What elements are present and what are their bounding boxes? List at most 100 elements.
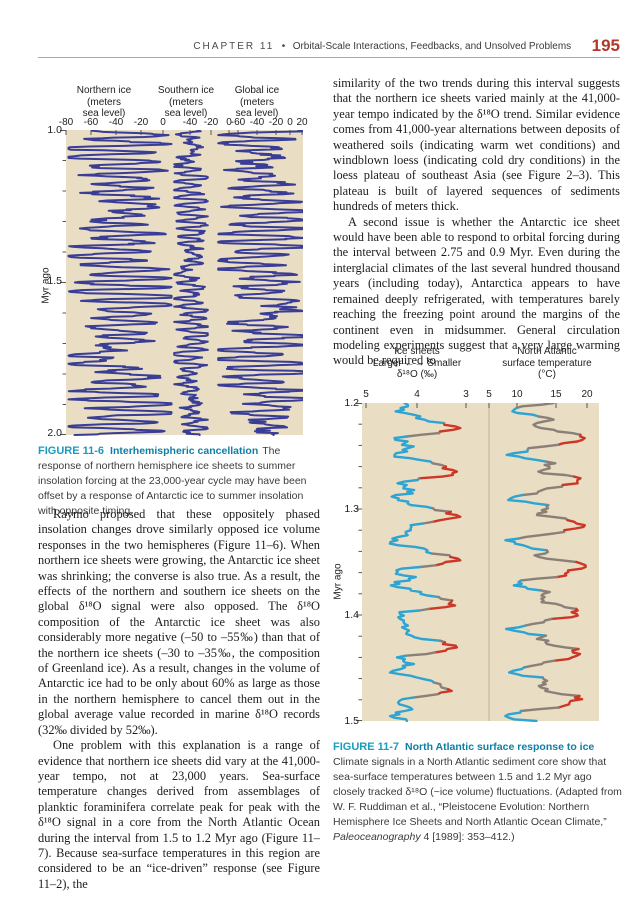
data-curve [388,654,436,684]
data-curve [537,676,581,698]
data-curve [556,433,586,446]
data-curve [504,624,548,637]
figure7-caption-text: Climate signals in a North Atlantic sedi… [333,756,622,828]
data-curve [550,607,580,621]
data-curve [540,589,578,611]
data-curve [521,485,564,497]
x-axis-tick-label: -60 [83,117,99,128]
data-curve [560,475,582,488]
figure6-plot [60,130,303,436]
data-curve [437,595,454,602]
y-axis-tick-label: 1.5 [47,275,62,287]
data-curve [505,448,548,463]
data-curve [553,647,582,662]
figure6-southern-ice-title: Southern ice (meters sea level) [157,85,215,119]
data-curve [562,518,586,534]
data-curve [431,510,462,524]
figure7-plot [356,403,599,722]
paragraph: Raymo proposed that these oppositely pha… [38,507,320,737]
data-curve [436,688,453,696]
data-curve [507,666,545,679]
data-curve [504,709,538,722]
figure7-caption-label: FIGURE 11-7 [333,741,400,753]
figure7-d18o-title: Ice sheets Larger ←→ Smaller δ¹⁸O (‰) [372,346,462,380]
data-curve [405,431,441,438]
data-curve [390,478,435,510]
x-axis-tick-label: 0 [226,117,232,128]
figure-11-7: Ice sheets Larger ←→ Smaller δ¹⁸O (‰) No… [332,346,620,727]
header-rule [38,57,620,58]
paragraph: A second issue is whether the Antarctic … [333,214,620,368]
data-curve [434,555,462,567]
data-curve [517,530,566,540]
figure-11-6: Northern ice (meters sea level) Southern… [38,85,320,439]
figure7-y-axis-label: Myr ago [332,563,344,600]
figure7-temperature-title: North Atlantic surface temperature (°C) [502,346,592,380]
x-axis-tick-label: 0 [160,117,166,128]
left-column-text: Raymo proposed that these oppositely pha… [38,507,320,892]
figure6-caption: FIGURE 11-6 Interhemispheric cancellation… [38,444,312,519]
y-axis-tick-label: 1.3 [344,503,359,515]
data-curve [556,694,584,709]
data-curve [388,522,434,555]
y-axis-tick-label: 1.0 [47,124,62,136]
x-axis-tick-label: -20 [268,117,284,128]
data-curve [427,599,457,611]
data-curve [512,579,543,592]
data-curve [419,564,437,569]
data-curve [524,617,553,627]
figure6-caption-title: Interhemispheric cancellation [110,445,259,457]
y-axis-tick-label: 1.5 [344,715,359,727]
data-curve [519,575,559,582]
x-axis-tick-label: 20 [581,389,593,400]
x-axis-tick-label: 0 [287,117,293,128]
data-curve [217,130,303,436]
paragraph: One problem with this explanation is a r… [38,738,320,891]
data-curve [433,641,459,654]
figure6-caption-text: The response of northern hemisphere ice … [38,445,307,517]
x-axis-tick-label: 5 [363,389,369,400]
figure6-northern-ice-title: Northern ice (meters sea level) [76,85,132,119]
data-curve [555,560,587,579]
x-axis-tick-label: 20 [296,117,308,128]
x-axis-tick-label: -40 [182,117,198,128]
data-curve [432,681,450,691]
data-curve [515,403,555,410]
chapter-title: Orbital-Scale Interactions, Feedbacks, a… [292,41,572,52]
data-curve [404,651,437,657]
data-curve [506,493,550,507]
x-axis-tick-label: -40 [249,117,265,128]
x-axis-tick-label: -20 [133,117,149,128]
x-axis-tick-label: 5 [486,389,492,400]
data-curve [511,406,540,418]
data-curve [173,130,209,436]
data-curve [537,460,576,478]
data-curve [397,609,442,642]
data-curve [437,423,462,435]
data-curve [412,693,440,699]
data-curve [67,130,173,436]
data-curve [431,507,453,514]
data-curve [522,659,556,669]
page-number: 195 [591,36,620,55]
x-axis-tick-label: 15 [550,389,562,400]
x-axis-tick-label: 4 [414,389,420,400]
data-curve [431,462,448,468]
figure7-caption-text-end: 4 [1989]: 353–412.) [420,831,515,843]
data-curve [418,465,459,480]
right-column-text: similarity of the two trends during this… [333,76,620,369]
data-curve [388,696,415,722]
header-separator: • [281,41,286,52]
data-curve [535,503,569,522]
x-axis-tick-label: 10 [511,389,523,400]
chapter-label: CHAPTER 11 [193,41,275,52]
figure7-caption: FIGURE 11-7 North Atlantic surface respon… [333,740,623,845]
data-curve [533,549,578,564]
figure6-caption-label: FIGURE 11-6 [38,445,105,457]
x-axis-tick-label: 3 [463,389,469,400]
x-axis-tick-label: -20 [203,117,219,128]
figure6-global-ice-title: Global ice (meters sea level) [234,85,280,119]
x-axis-tick-label: -80 [58,117,74,128]
data-curve [389,565,441,599]
